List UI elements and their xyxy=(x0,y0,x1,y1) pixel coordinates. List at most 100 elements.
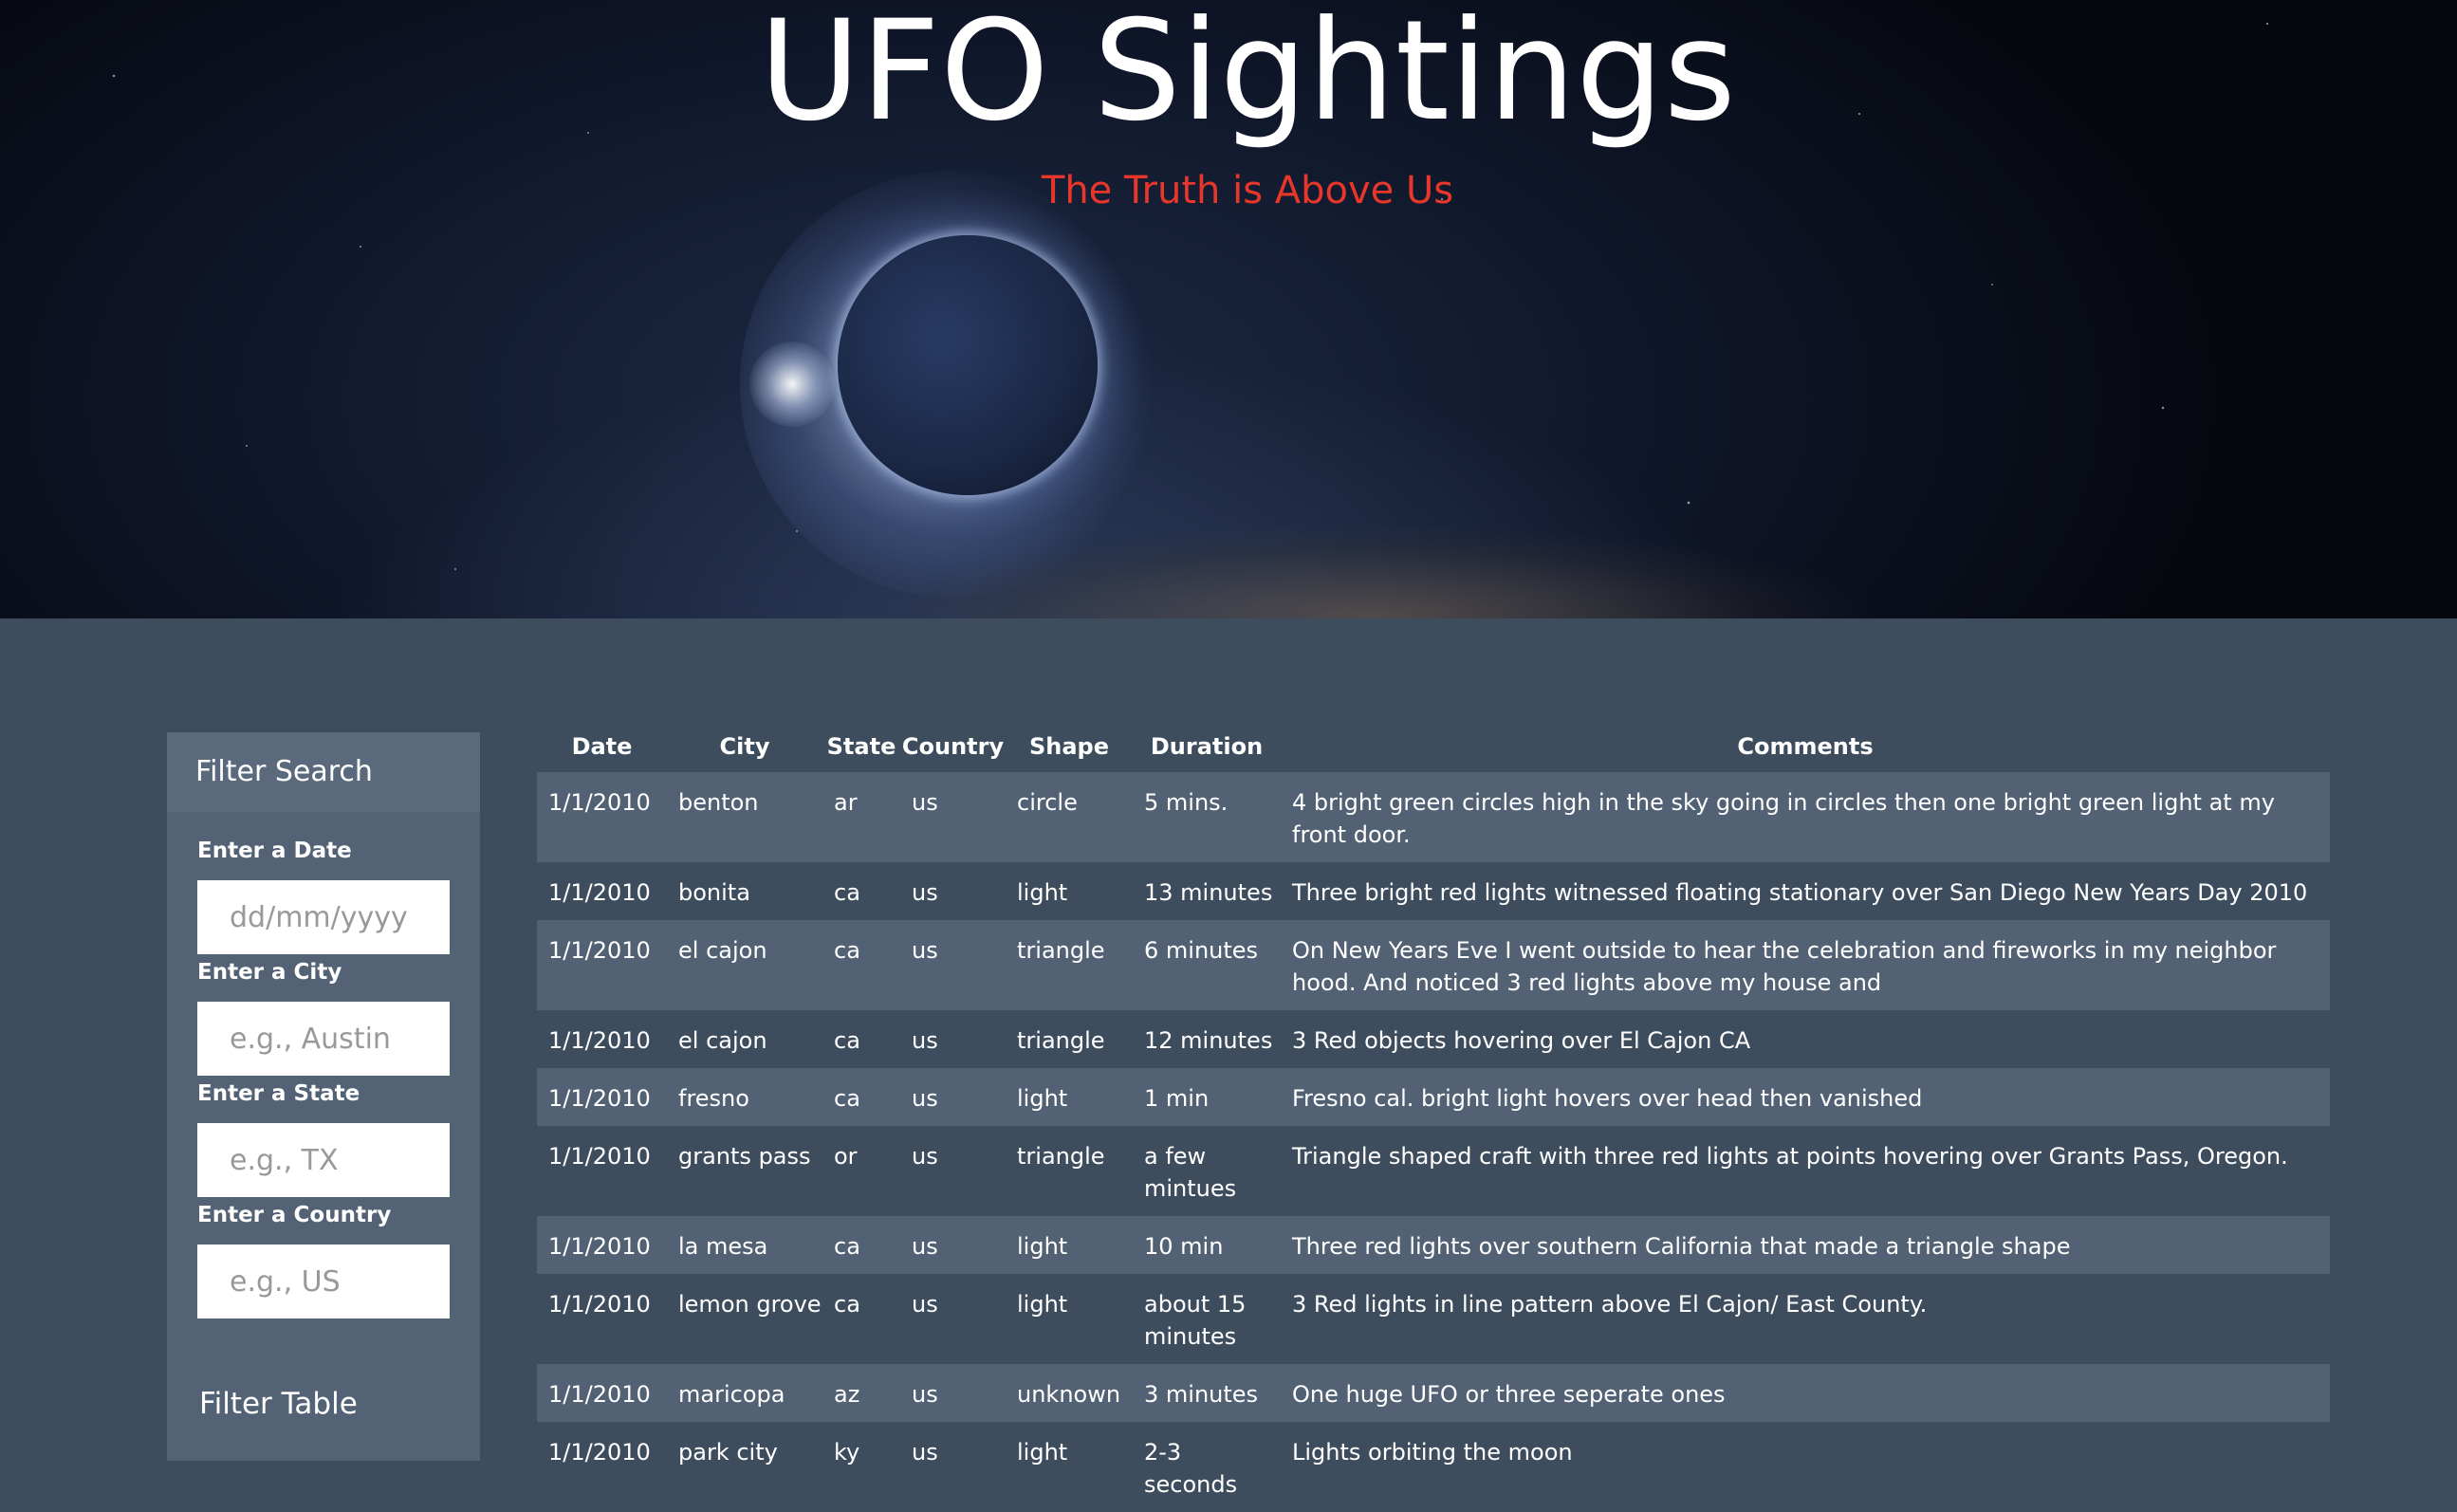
date-input[interactable] xyxy=(197,880,450,954)
table-row: 1/1/2010 el cajon ca us triangle 12 minu… xyxy=(537,1010,2330,1068)
column-header-duration[interactable]: Duration xyxy=(1150,733,1264,760)
page-subtitle: The Truth is Above Us xyxy=(1041,169,1454,212)
cell-country: us xyxy=(912,1027,938,1054)
cell-date: 1/1/2010 xyxy=(548,879,651,906)
cell-comments: Fresno cal. bright light hovers over hea… xyxy=(1292,1085,1923,1112)
state-field-label: Enter a State xyxy=(197,1081,360,1106)
table-row: 1/1/2010 bonita ca us light 13 minutes T… xyxy=(537,862,2330,920)
cell-shape: triangle xyxy=(1017,937,1105,964)
cell-country: us xyxy=(912,937,938,964)
cell-duration: 1 min xyxy=(1144,1085,1210,1112)
cell-city: la mesa xyxy=(678,1233,768,1260)
table-row: 1/1/2010 fresno ca us light 1 min Fresno… xyxy=(537,1068,2330,1126)
cell-state: ca xyxy=(834,1233,860,1260)
cell-duration: 5 mins. xyxy=(1144,789,1228,816)
cell-comments: Three bright red lights witnessed floati… xyxy=(1292,879,2308,906)
cell-shape: light xyxy=(1017,1439,1068,1466)
cell-shape: light xyxy=(1017,879,1068,906)
page-title: UFO Sightings xyxy=(759,0,1736,152)
column-header-country[interactable]: Country xyxy=(901,733,1005,760)
cell-country: us xyxy=(912,1291,938,1318)
cell-country: us xyxy=(912,879,938,906)
sidebar-title: Filter Search xyxy=(167,732,480,812)
cell-city: bonita xyxy=(678,879,750,906)
sightings-table: Date City State Country Shape Duration C… xyxy=(537,721,2330,1512)
cell-shape: light xyxy=(1017,1233,1068,1260)
cell-comments: Lights orbiting the moon xyxy=(1292,1439,1573,1466)
cell-date: 1/1/2010 xyxy=(548,1027,651,1054)
table-row: 1/1/2010 park city ky us light 2-3 secon… xyxy=(537,1422,2330,1512)
table-row: 1/1/2010 benton ar us circle 5 mins. 4 b… xyxy=(537,772,2330,862)
cell-comments: 3 Red objects hovering over El Cajon CA xyxy=(1292,1027,1751,1054)
cell-date: 1/1/2010 xyxy=(548,1143,651,1170)
cell-state: az xyxy=(834,1381,860,1408)
cell-duration: 10 min xyxy=(1144,1233,1224,1260)
filter-sidebar: Filter Search Enter a Date Enter a City … xyxy=(167,732,480,1461)
country-input[interactable] xyxy=(197,1245,450,1318)
cell-shape: circle xyxy=(1017,789,1078,816)
column-header-state[interactable]: State xyxy=(826,733,896,760)
cell-shape: unknown xyxy=(1017,1381,1121,1408)
cell-city: benton xyxy=(678,789,759,816)
cell-comments: One huge UFO or three seperate ones xyxy=(1292,1381,1726,1408)
cell-country: us xyxy=(912,1143,938,1170)
city-input[interactable] xyxy=(197,1002,450,1076)
cell-date: 1/1/2010 xyxy=(548,1233,651,1260)
date-field-label: Enter a Date xyxy=(197,839,352,863)
cell-duration: 6 minutes xyxy=(1144,937,1259,964)
cell-state: ky xyxy=(834,1439,860,1466)
cell-duration: a few mintues xyxy=(1144,1143,1237,1202)
cell-country: us xyxy=(912,1233,938,1260)
cell-city: fresno xyxy=(678,1085,749,1112)
table-row: 1/1/2010 lemon grove ca us light about 1… xyxy=(537,1274,2330,1364)
cell-city: maricopa xyxy=(678,1381,785,1408)
cell-date: 1/1/2010 xyxy=(548,1439,651,1466)
hero-banner: UFO Sightings The Truth is Above Us xyxy=(0,0,2457,618)
cell-state: ca xyxy=(834,1291,860,1318)
cell-state: or xyxy=(834,1143,858,1170)
city-field-label: Enter a City xyxy=(197,960,342,985)
cell-city: el cajon xyxy=(678,937,767,964)
table-row: 1/1/2010 la mesa ca us light 10 min Thre… xyxy=(537,1216,2330,1274)
eclipse-moon-image xyxy=(838,235,1098,495)
cell-state: ar xyxy=(834,789,858,816)
cell-shape: light xyxy=(1017,1085,1068,1112)
cell-duration: about 15 minutes xyxy=(1144,1291,1247,1350)
cell-comments: Three red lights over southern Californi… xyxy=(1292,1233,2071,1260)
eclipse-flare-image xyxy=(749,341,835,427)
cell-country: us xyxy=(912,1381,938,1408)
cell-date: 1/1/2010 xyxy=(548,789,651,816)
cell-duration: 2-3 seconds xyxy=(1144,1439,1238,1498)
cell-shape: triangle xyxy=(1017,1143,1105,1170)
cell-date: 1/1/2010 xyxy=(548,1381,651,1408)
cell-date: 1/1/2010 xyxy=(548,937,651,964)
state-input[interactable] xyxy=(197,1123,450,1197)
filter-table-button[interactable]: Filter Table xyxy=(199,1387,358,1421)
cell-comments: On New Years Eve I went outside to hear … xyxy=(1292,937,2277,996)
cell-shape: light xyxy=(1017,1291,1068,1318)
country-field-label: Enter a Country xyxy=(197,1203,392,1227)
cell-state: ca xyxy=(834,879,860,906)
column-header-city[interactable]: City xyxy=(719,733,770,760)
cell-city: el cajon xyxy=(678,1027,767,1054)
cell-date: 1/1/2010 xyxy=(548,1291,651,1318)
cell-comments: Triangle shaped craft with three red lig… xyxy=(1292,1143,2288,1170)
cell-comments: 4 bright green circles high in the sky g… xyxy=(1292,789,2275,848)
cell-comments: 3 Red lights in line pattern above El Ca… xyxy=(1292,1291,1928,1318)
cell-shape: triangle xyxy=(1017,1027,1105,1054)
column-header-comments[interactable]: Comments xyxy=(1737,733,1874,760)
cell-state: ca xyxy=(834,937,860,964)
table-row: 1/1/2010 grants pass or us triangle a fe… xyxy=(537,1126,2330,1216)
cell-state: ca xyxy=(834,1027,860,1054)
cell-date: 1/1/2010 xyxy=(548,1085,651,1112)
column-header-date[interactable]: Date xyxy=(571,733,633,760)
cell-country: us xyxy=(912,1439,938,1466)
cell-city: grants pass xyxy=(678,1143,811,1170)
cell-state: ca xyxy=(834,1085,860,1112)
cell-country: us xyxy=(912,789,938,816)
table-row: 1/1/2010 maricopa az us unknown 3 minute… xyxy=(537,1364,2330,1422)
table-body: 1/1/2010 benton ar us circle 5 mins. 4 b… xyxy=(537,772,2330,1512)
cell-duration: 13 minutes xyxy=(1144,879,1273,906)
sightings-table-container: Date City State Country Shape Duration C… xyxy=(537,721,2330,1512)
column-header-shape[interactable]: Shape xyxy=(1028,733,1110,760)
